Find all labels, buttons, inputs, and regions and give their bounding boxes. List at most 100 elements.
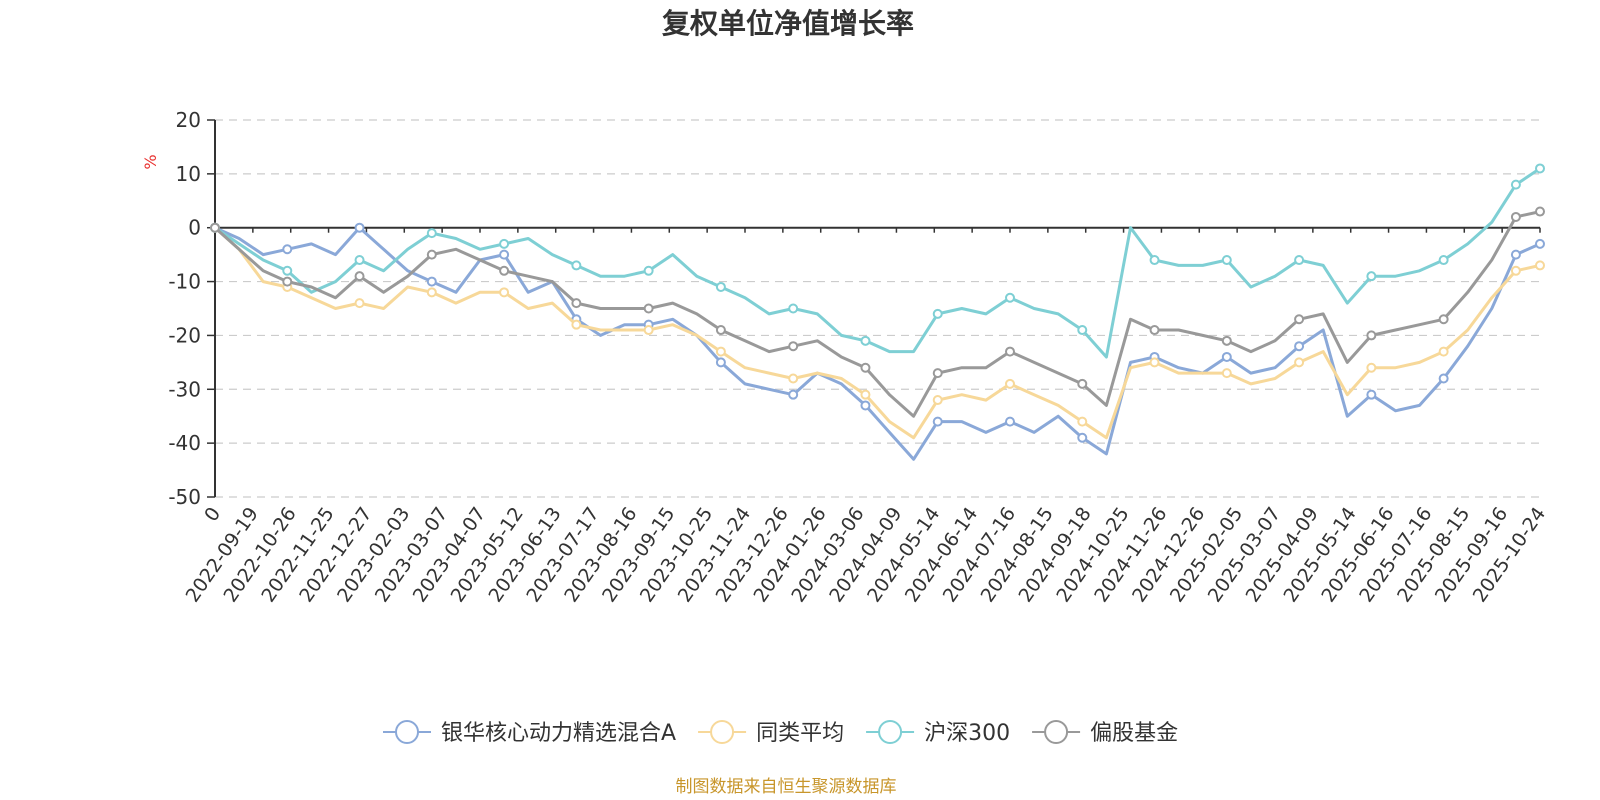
series-point [1366, 389, 1377, 400]
series-point [1366, 362, 1377, 373]
legend-item[interactable]: 偏股基金 [1032, 720, 1178, 746]
series-point [282, 276, 293, 287]
series-point [1005, 346, 1015, 357]
series-line [213, 226, 1541, 440]
series-point [499, 265, 510, 276]
series-point [932, 416, 943, 427]
series-point [1077, 432, 1088, 443]
chart-title: 复权单位净值增长率 [662, 7, 914, 40]
series-point [1438, 314, 1449, 325]
series-point [1438, 255, 1449, 266]
legend: 银华核心动力精选混合A 同类平均 沪深300 偏股基金 [383, 720, 1178, 746]
series-point [354, 255, 365, 266]
series-point [1294, 255, 1305, 266]
series-point [1149, 325, 1160, 336]
series-point [715, 346, 726, 357]
series-point [1005, 292, 1015, 303]
series-point [1077, 325, 1088, 336]
series-point [1366, 330, 1377, 341]
series-point [499, 287, 510, 298]
series-point [1221, 368, 1232, 379]
legend-item[interactable]: 银华核心动力精选混合A [383, 720, 676, 746]
series-point [1005, 378, 1015, 389]
series-point [426, 287, 437, 298]
series-point [1077, 378, 1088, 389]
series-point [1005, 416, 1015, 427]
y-tick-label: -50 [168, 485, 201, 509]
legend-label: 同类平均 [756, 721, 844, 746]
series-point [788, 341, 799, 352]
series-point [1535, 206, 1545, 217]
legend-marker-icon [1044, 720, 1069, 744]
x-tick-label: 0 [200, 503, 225, 526]
series-point [282, 244, 293, 255]
y-tick-label: -40 [168, 431, 201, 455]
series-point [1510, 249, 1521, 260]
y-tick-label: 10 [176, 162, 201, 186]
legend-label: 沪深300 [924, 721, 1010, 746]
series-point [643, 303, 654, 314]
series-point [643, 265, 654, 276]
series-point [499, 238, 510, 249]
series-point [1221, 351, 1232, 362]
data-source-note: 制图数据来自恒生聚源数据库 [676, 777, 897, 797]
legend-marker-icon [878, 720, 903, 744]
series-point [715, 281, 726, 292]
series-point [1535, 260, 1545, 271]
series-point [932, 308, 943, 319]
series-point [1510, 265, 1521, 276]
series-point [571, 260, 582, 271]
series-point [1535, 163, 1545, 174]
legend-marker-icon [395, 720, 419, 744]
y-tick-label: -10 [168, 270, 201, 294]
series-point [788, 373, 799, 384]
y-tick-label: -20 [168, 323, 201, 347]
series-point [860, 335, 871, 346]
legend-label: 银华核心动力精选混合A [441, 721, 676, 746]
series-point [643, 325, 654, 336]
series-point [426, 228, 437, 239]
legend-label: 偏股基金 [1090, 721, 1178, 746]
series-lines [210, 163, 1545, 461]
series-point [499, 249, 510, 260]
series-point [1510, 211, 1521, 222]
series-point [788, 389, 799, 400]
series-point [715, 325, 726, 336]
series-point [354, 271, 365, 282]
legend-item[interactable]: 沪深300 [866, 720, 1010, 746]
series-point [1366, 271, 1377, 282]
series-point [788, 303, 799, 314]
series-point [1221, 255, 1232, 266]
series-point [1438, 373, 1449, 384]
series-line [214, 226, 1541, 461]
series-point [1149, 357, 1160, 368]
series-point [210, 222, 220, 233]
series-point [282, 265, 293, 276]
series-point [571, 298, 582, 309]
grid-lines [215, 119, 1540, 498]
series-point [715, 357, 726, 368]
series-point [1294, 314, 1305, 325]
series-point [426, 276, 437, 287]
series-point [354, 298, 365, 309]
series-point [1221, 335, 1232, 346]
series-point [1535, 238, 1545, 249]
series-point [1294, 357, 1305, 368]
series-point [860, 362, 871, 373]
series-point [1294, 341, 1305, 352]
series-point [354, 222, 365, 233]
series-point [571, 319, 582, 330]
y-tick-label: 0 [188, 216, 201, 240]
legend-item[interactable]: 同类平均 [698, 720, 844, 746]
y-tick-label: -30 [168, 377, 201, 401]
series-point [932, 395, 943, 406]
series-line [214, 167, 1541, 359]
series-point [1510, 179, 1521, 190]
series-point [860, 389, 871, 400]
series-point [1149, 255, 1160, 266]
series-point [860, 400, 871, 411]
legend-marker-icon [710, 720, 735, 744]
axes: 20100-10-20-30-40-5002022-09-192022-10-2… [168, 108, 1550, 606]
series-point [426, 249, 437, 260]
